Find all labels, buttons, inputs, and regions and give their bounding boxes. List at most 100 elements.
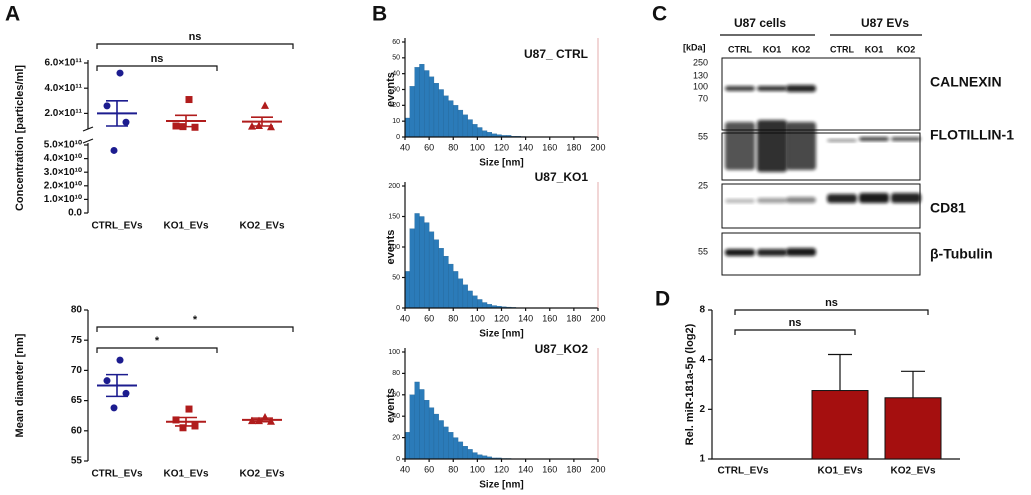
x-tick-label: 180	[566, 464, 581, 474]
histogram-bar	[419, 64, 425, 138]
panel-letter: C	[652, 3, 667, 26]
error-bar	[175, 114, 197, 128]
data-point	[122, 389, 130, 397]
band	[786, 197, 816, 203]
histogram-bar	[477, 454, 483, 460]
x-tick-label: 120	[494, 464, 509, 474]
x-tick-label: KO1_EVs	[163, 221, 208, 232]
histogram-bar	[404, 117, 410, 138]
x-tick-label: 160	[542, 313, 557, 323]
x-tick-label: KO2_EVs	[239, 469, 284, 480]
data-point	[261, 101, 269, 109]
histogram-bar	[486, 132, 492, 138]
y-tick-label: 1.0×10¹⁰	[44, 194, 82, 205]
histogram-bar	[448, 263, 454, 309]
histogram-bar	[438, 89, 444, 138]
x-tick-label: CTRL_EVs	[717, 466, 769, 477]
x-tick-label: 80	[448, 313, 458, 323]
y-tick-label: 2	[699, 404, 705, 415]
x-tick-label: 60	[424, 142, 434, 152]
y-tick-label: 2.0×10¹¹	[44, 108, 82, 119]
histogram-bar	[443, 426, 449, 460]
lane-label: KO2	[792, 44, 811, 54]
x-tick-label: 180	[566, 142, 581, 152]
x-tick-label: KO2_EVs	[890, 466, 935, 477]
histogram-bar	[433, 239, 439, 309]
y-tick-label: 60	[71, 425, 83, 436]
significance-label: ns	[825, 297, 838, 309]
band	[786, 85, 816, 92]
blot-frame	[721, 57, 921, 131]
y-tick-label: 65	[71, 395, 83, 406]
histogram-bar	[457, 109, 464, 138]
histogram-bar	[424, 222, 430, 309]
data-point	[116, 69, 124, 77]
panel-letter: B	[372, 3, 387, 26]
blot-frame	[721, 232, 921, 276]
band	[757, 120, 787, 172]
histogram-bar	[433, 83, 439, 138]
y-tick-label: 4	[699, 354, 705, 365]
y-tick-label: 4.0×10¹¹	[44, 83, 82, 94]
x-tick-label: 200	[590, 142, 605, 152]
band	[786, 122, 816, 170]
group-label: U87 cells	[734, 16, 786, 30]
histogram-bar	[462, 284, 468, 309]
histogram-bar	[467, 119, 473, 138]
histogram-bar	[467, 290, 473, 309]
protein-label: FLOTILLIN-1	[930, 127, 1014, 143]
y-tick-label: 0.0	[68, 208, 82, 219]
x-tick-label: 160	[542, 142, 557, 152]
data-point	[110, 404, 118, 412]
y-axis-label: Mean diameter [nm]	[14, 333, 26, 437]
protein-label: CD81	[930, 200, 966, 216]
histogram-bar	[419, 216, 425, 309]
data-point	[185, 96, 193, 104]
y-tick-label: 4.0×10¹⁰	[44, 153, 82, 164]
marker-label: 25	[698, 180, 708, 190]
lane-label: KO2	[897, 44, 916, 54]
x-tick-label: 40	[400, 313, 410, 323]
histogram-bar	[443, 95, 449, 138]
histogram-bar	[453, 437, 459, 460]
histogram-bar	[472, 452, 478, 460]
histogram-bar	[424, 70, 430, 138]
y-tick-label: 10	[392, 118, 400, 125]
histogram-bar	[428, 76, 435, 138]
x-tick-label: KO1_EVs	[817, 466, 862, 477]
data-point	[103, 102, 111, 110]
significance-bracket	[96, 65, 218, 71]
y-axis-label: Rel. miR-181a-5p (log2)	[684, 323, 696, 445]
histogram-bar	[477, 299, 483, 309]
histogram-bar	[457, 278, 464, 309]
y-tick-label: 150	[388, 213, 400, 220]
bar	[811, 390, 869, 460]
band	[757, 198, 787, 203]
y-tick-label: 200	[388, 183, 400, 190]
band	[891, 137, 921, 141]
band	[757, 86, 787, 91]
blot-frame	[721, 183, 921, 229]
x-tick-label: 140	[518, 142, 533, 152]
x-axis-label: Size [nm]	[479, 329, 523, 340]
marker-label: 70	[698, 93, 708, 103]
x-tick-label: 80	[448, 142, 458, 152]
y-axis-label: events	[385, 388, 397, 423]
histogram-bar	[414, 381, 420, 460]
y-tick-label: 6.0×10¹¹	[44, 58, 82, 69]
histogram-bar	[419, 389, 425, 460]
x-tick-label: 120	[494, 142, 509, 152]
histogram-bar	[438, 248, 444, 309]
histogram-bar	[433, 413, 439, 460]
histogram-bar	[438, 420, 444, 460]
y-tick-label: 0	[396, 134, 400, 141]
significance-label: ns	[789, 317, 802, 329]
band	[827, 194, 857, 203]
error-bar	[251, 417, 273, 423]
histogram-bar	[404, 271, 410, 309]
histogram-bar	[424, 399, 430, 460]
significance-bracket	[96, 347, 218, 353]
histogram-bar	[482, 130, 488, 138]
y-tick-label: 2.0×10¹⁰	[44, 180, 82, 191]
band	[725, 122, 755, 170]
